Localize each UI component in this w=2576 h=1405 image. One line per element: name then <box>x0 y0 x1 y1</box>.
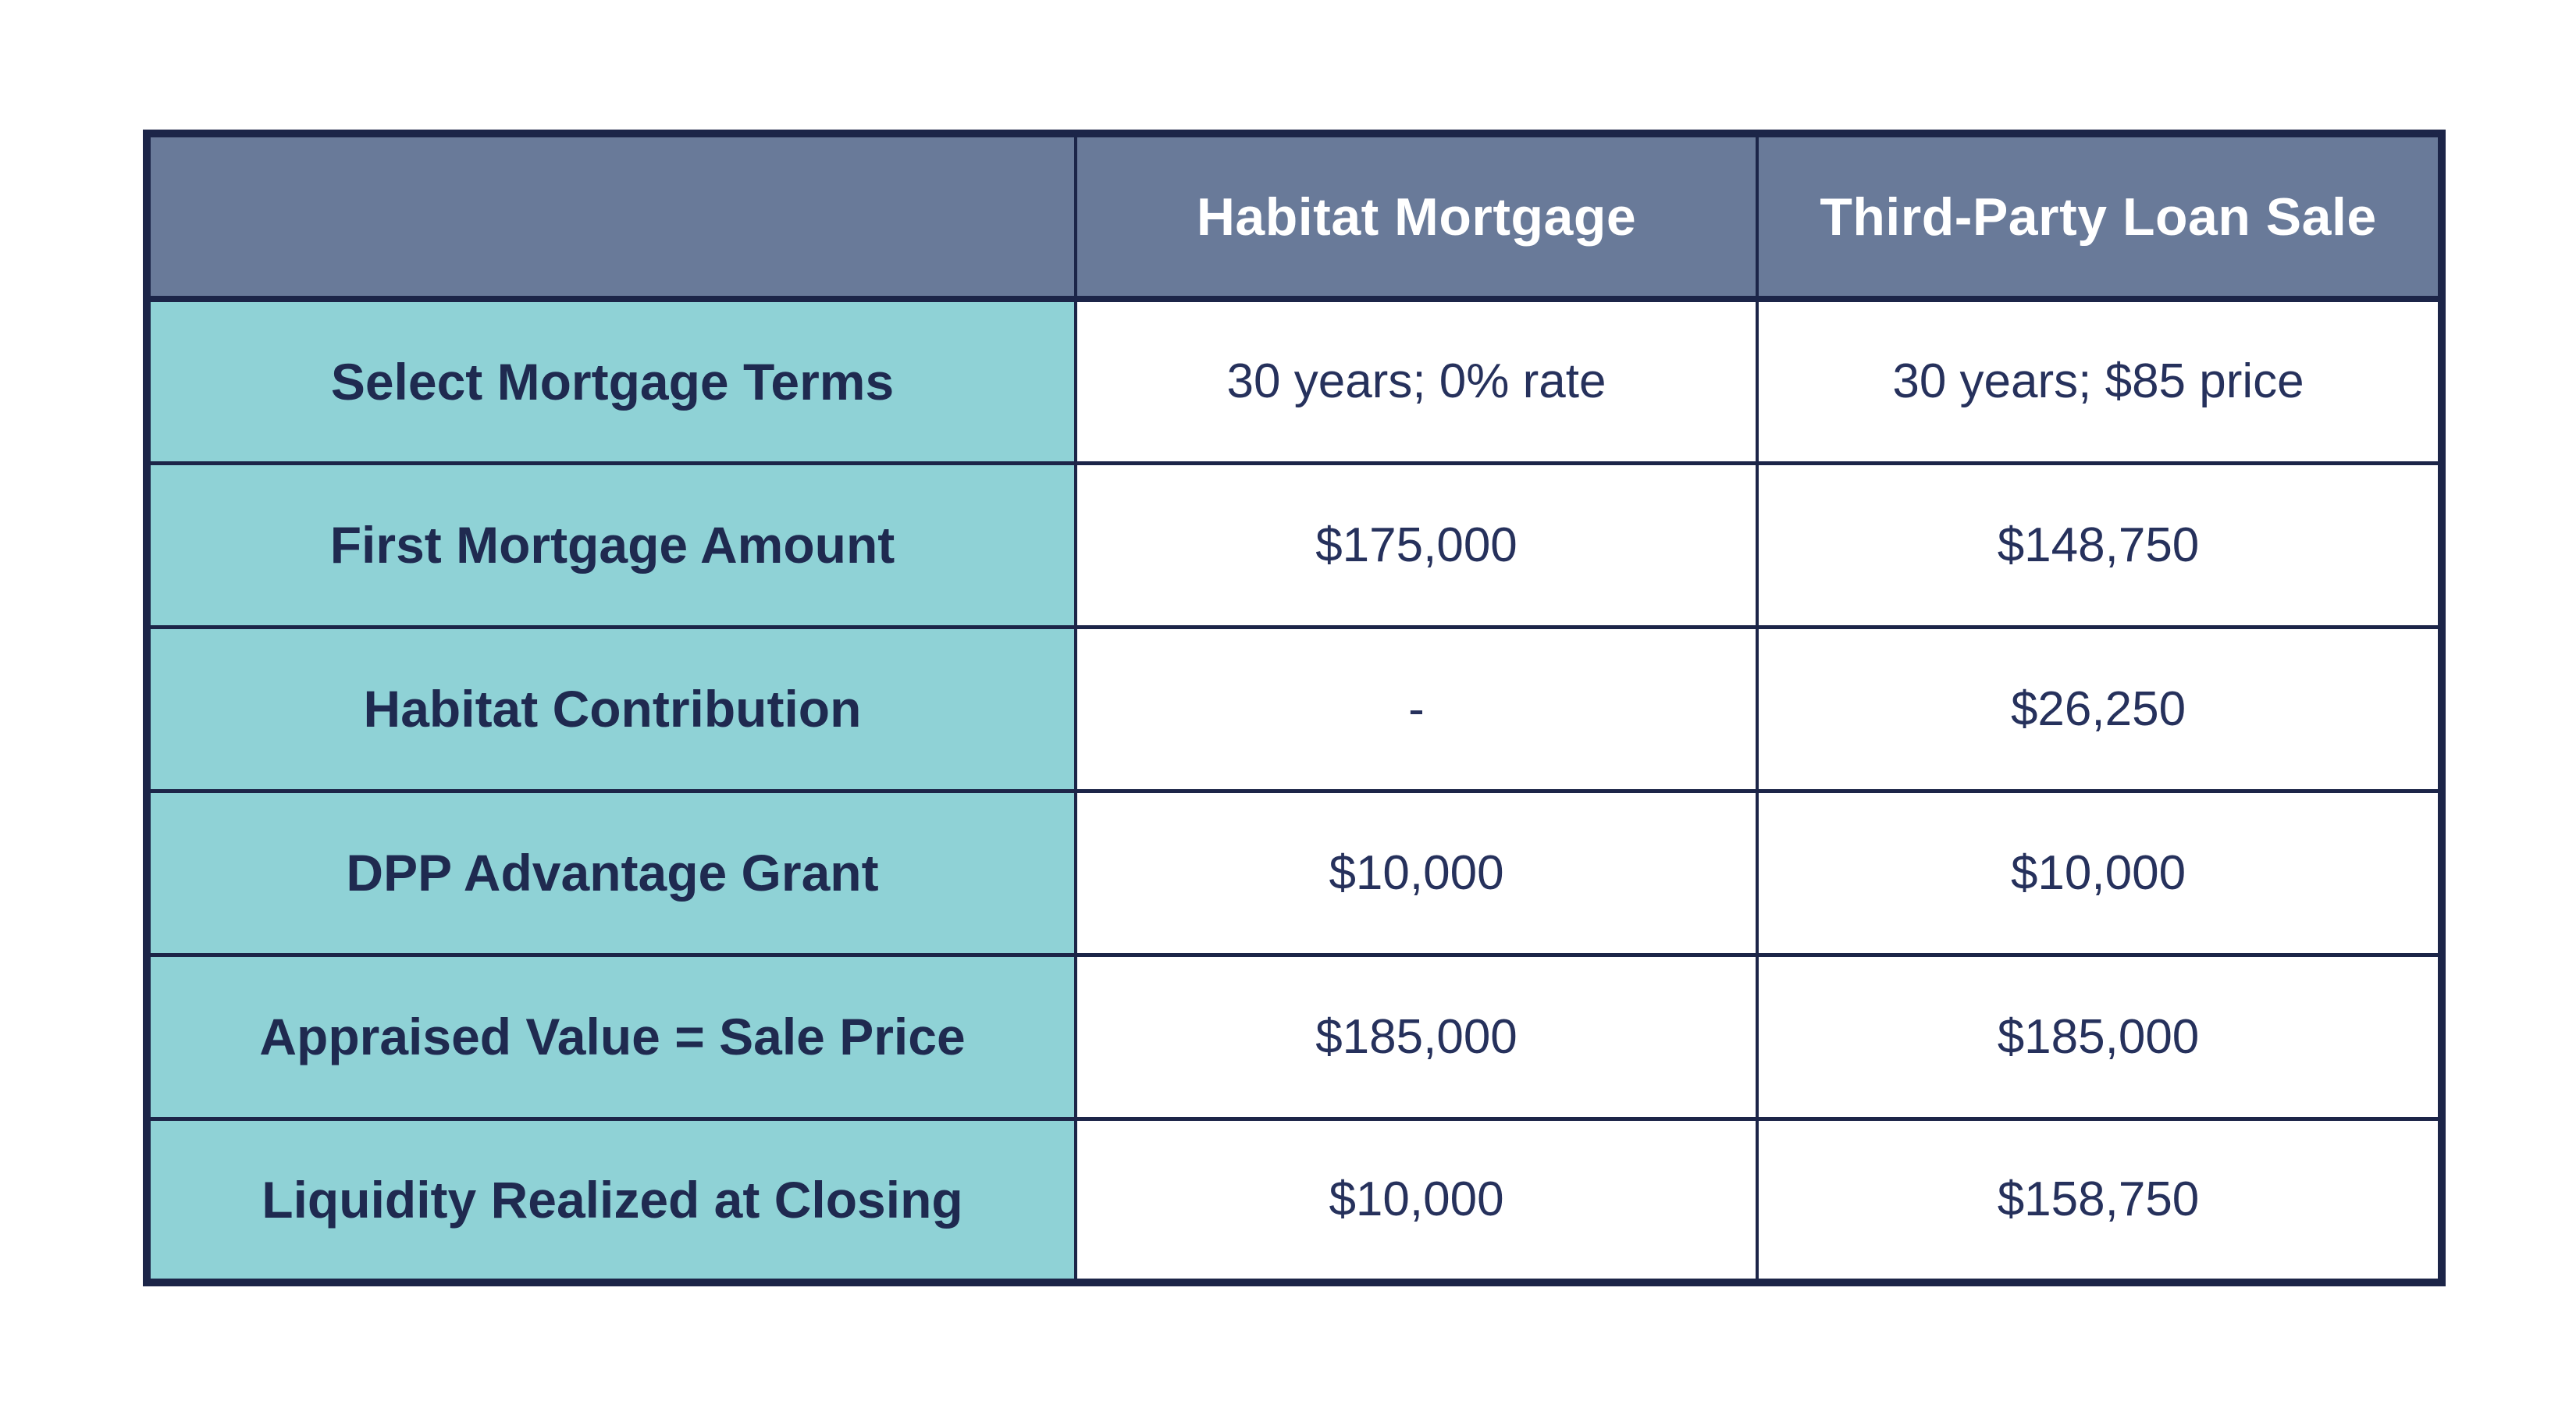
row-label-dpp-advantage-grant: DPP Advantage Grant <box>143 788 1077 957</box>
habitat-value-cell: $10,000 <box>1074 1116 1759 1285</box>
table-row: Appraised Value = Sale Price $185,000 $1… <box>143 952 2446 1121</box>
row-label-select-mortgage-terms: Select Mortgage Terms <box>143 297 1077 465</box>
comparison-table: Habitat Mortgage Third-Party Loan Sale S… <box>143 130 2446 1286</box>
table-header-row: Habitat Mortgage Third-Party Loan Sale <box>143 130 2446 302</box>
column-header-habitat-mortgage: Habitat Mortgage <box>1074 130 1759 302</box>
corner-header-cell <box>143 130 1077 302</box>
column-header-third-party-loan-sale: Third-Party Loan Sale <box>1756 130 2446 302</box>
third-party-value-cell: 30 years; $85 price <box>1756 297 2446 465</box>
third-party-value-cell: $26,250 <box>1756 624 2446 793</box>
row-label-habitat-contribution: Habitat Contribution <box>143 624 1077 793</box>
third-party-value-cell: $148,750 <box>1756 461 2446 629</box>
table-row: DPP Advantage Grant $10,000 $10,000 <box>143 788 2446 957</box>
habitat-value-cell: 30 years; 0% rate <box>1074 297 1759 465</box>
habitat-value-cell: $10,000 <box>1074 788 1759 957</box>
third-party-value-cell: $185,000 <box>1756 952 2446 1121</box>
table-row: Liquidity Realized at Closing $10,000 $1… <box>143 1116 2446 1285</box>
habitat-value-cell: $175,000 <box>1074 461 1759 629</box>
row-label-appraised-value-sale-price: Appraised Value = Sale Price <box>143 952 1077 1121</box>
third-party-value-cell: $10,000 <box>1756 788 2446 957</box>
table-row: Habitat Contribution - $26,250 <box>143 624 2446 793</box>
row-label-first-mortgage-amount: First Mortgage Amount <box>143 461 1077 629</box>
table-row: First Mortgage Amount $175,000 $148,750 <box>143 461 2446 629</box>
table-row: Select Mortgage Terms 30 years; 0% rate … <box>143 297 2446 465</box>
third-party-value-cell: $158,750 <box>1756 1116 2446 1285</box>
habitat-value-cell: $185,000 <box>1074 952 1759 1121</box>
row-label-liquidity-realized-at-closing: Liquidity Realized at Closing <box>143 1116 1077 1285</box>
habitat-value-cell: - <box>1074 624 1759 793</box>
